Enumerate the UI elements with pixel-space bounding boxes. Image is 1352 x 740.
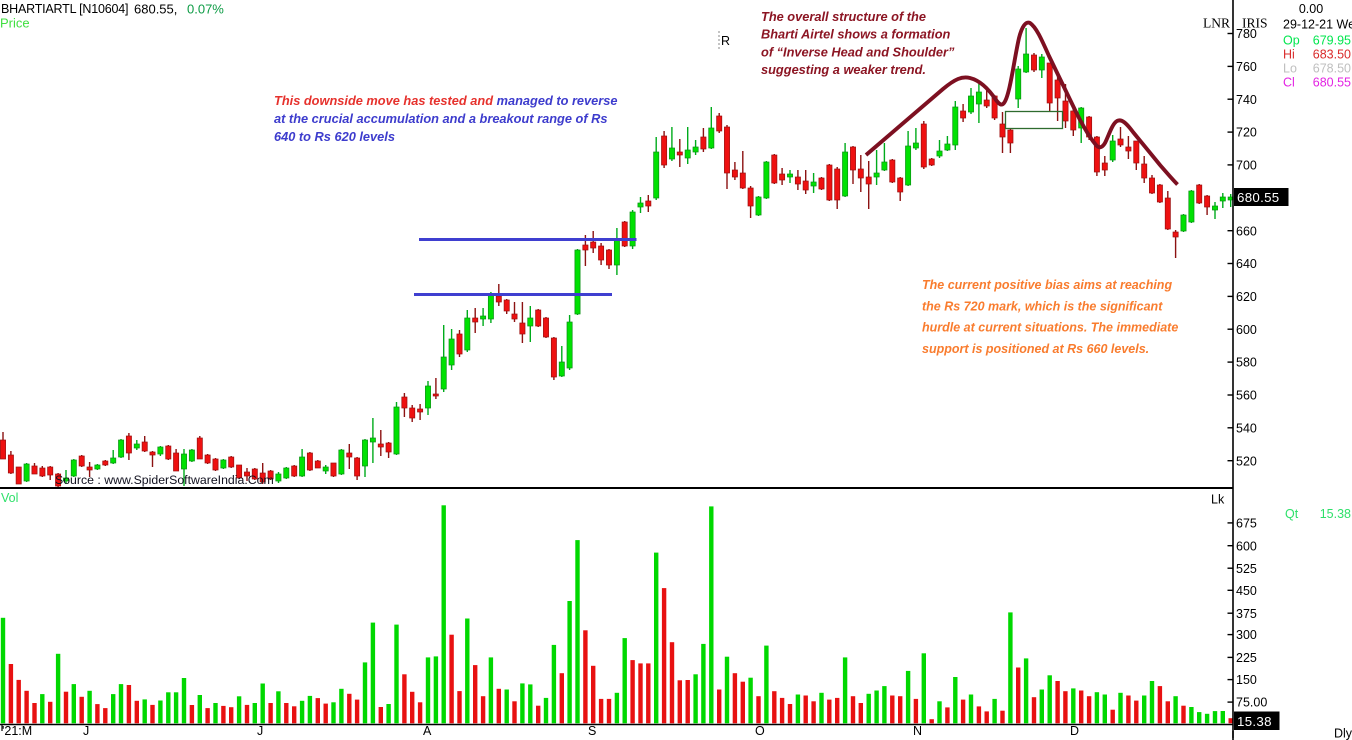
svg-text:The current positive bias aims: The current positive bias aims at reachi… bbox=[922, 278, 1172, 292]
svg-text:Source : www.SpiderSoftwareInd: Source : www.SpiderSoftwareIndia.Com bbox=[55, 473, 274, 487]
svg-text:Op: Op bbox=[1283, 34, 1300, 48]
svg-text:225: 225 bbox=[1236, 651, 1257, 665]
svg-text:680.55: 680.55 bbox=[1313, 76, 1351, 90]
svg-text:suggesting a weaker trend.: suggesting a weaker trend. bbox=[761, 62, 926, 77]
svg-text:Cl: Cl bbox=[1283, 76, 1295, 90]
svg-text:S: S bbox=[588, 724, 596, 738]
svg-text:679.95: 679.95 bbox=[1313, 34, 1351, 48]
svg-text:150: 150 bbox=[1236, 673, 1257, 687]
svg-text:700: 700 bbox=[1236, 159, 1257, 173]
svg-text:660: 660 bbox=[1236, 224, 1257, 238]
svg-text:640: 640 bbox=[1236, 257, 1257, 271]
svg-text:680.55: 680.55 bbox=[1237, 190, 1279, 205]
svg-text:Dly: Dly bbox=[1334, 727, 1352, 740]
svg-text:'21:M: '21:M bbox=[2, 724, 32, 738]
svg-text:O: O bbox=[755, 724, 765, 738]
svg-text:Hi: Hi bbox=[1283, 48, 1295, 62]
svg-text:LNR: LNR bbox=[1203, 16, 1230, 31]
svg-text:R: R bbox=[721, 34, 730, 48]
svg-text:520: 520 bbox=[1236, 454, 1257, 468]
svg-text:N: N bbox=[913, 724, 922, 738]
svg-text:Lo: Lo bbox=[1283, 62, 1297, 76]
svg-text:D: D bbox=[1070, 724, 1079, 738]
svg-text:300: 300 bbox=[1236, 628, 1257, 642]
svg-text:540: 540 bbox=[1236, 421, 1257, 435]
svg-text:450: 450 bbox=[1236, 584, 1257, 598]
svg-text:the Rs 720 mark, which is the: the Rs 720 mark, which is the significan… bbox=[922, 299, 1163, 313]
svg-text:675: 675 bbox=[1236, 517, 1257, 531]
svg-text:hurdle at current situations.: hurdle at current situations. The immedi… bbox=[922, 321, 1178, 335]
svg-text:525: 525 bbox=[1236, 562, 1257, 576]
svg-text:IRIS: IRIS bbox=[1242, 16, 1268, 31]
svg-text:J: J bbox=[257, 724, 263, 738]
svg-text:720: 720 bbox=[1236, 126, 1257, 140]
svg-text:683.50: 683.50 bbox=[1313, 48, 1351, 62]
svg-text:Lk: Lk bbox=[1211, 493, 1225, 507]
svg-text:support is positioned at Rs 66: support is positioned at Rs 660 levels. bbox=[922, 342, 1149, 356]
svg-text:620: 620 bbox=[1236, 290, 1257, 304]
svg-text:600: 600 bbox=[1236, 539, 1257, 553]
svg-text:Vol: Vol bbox=[1, 491, 18, 505]
svg-text:BHARTIARTL [N10604]: BHARTIARTL [N10604] bbox=[1, 2, 128, 16]
svg-text:640 to Rs 620 levels: 640 to Rs 620 levels bbox=[274, 129, 395, 144]
svg-text:A: A bbox=[423, 724, 432, 738]
svg-text:Price: Price bbox=[0, 16, 30, 31]
svg-text:760: 760 bbox=[1236, 60, 1257, 74]
svg-text:580: 580 bbox=[1236, 356, 1257, 370]
svg-text:0.07%: 0.07% bbox=[187, 2, 224, 17]
svg-text:560: 560 bbox=[1236, 389, 1257, 403]
svg-text:375: 375 bbox=[1236, 607, 1257, 621]
svg-text:This downside move has tested: This downside move has tested and manage… bbox=[274, 93, 618, 108]
svg-text:Bharti Airtel shows a formatio: Bharti Airtel shows a formation bbox=[761, 27, 951, 42]
svg-text:29-12-21 Wed: 29-12-21 Wed bbox=[1283, 18, 1352, 32]
svg-text:0.00: 0.00 bbox=[1299, 2, 1323, 16]
svg-text:680.55,: 680.55, bbox=[134, 2, 177, 17]
svg-text:600: 600 bbox=[1236, 323, 1257, 337]
svg-text:75.00: 75.00 bbox=[1236, 696, 1267, 710]
svg-text:15.38: 15.38 bbox=[1237, 714, 1272, 729]
svg-text:J: J bbox=[83, 724, 89, 738]
svg-text:Qt: Qt bbox=[1285, 507, 1299, 521]
svg-text:780: 780 bbox=[1236, 27, 1257, 41]
svg-text:678.50: 678.50 bbox=[1313, 62, 1351, 76]
svg-text:The overall structure of the: The overall structure of the bbox=[761, 9, 926, 24]
svg-text:of “Inverse Head and Shoulder”: of “Inverse Head and Shoulder” bbox=[761, 44, 955, 59]
svg-text:740: 740 bbox=[1236, 93, 1257, 107]
svg-text:at the crucial accumulation an: at the crucial accumulation and a breako… bbox=[274, 111, 608, 126]
svg-text:15.38: 15.38 bbox=[1320, 507, 1351, 521]
